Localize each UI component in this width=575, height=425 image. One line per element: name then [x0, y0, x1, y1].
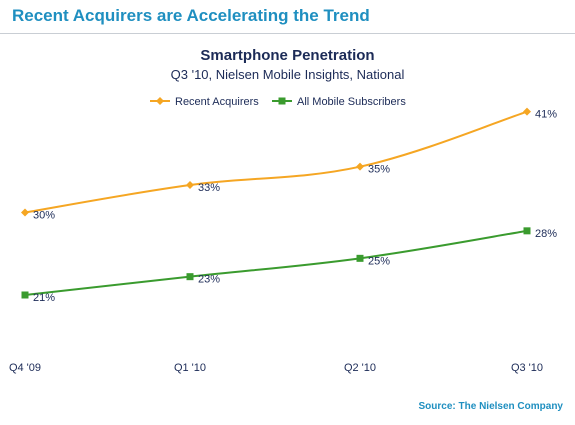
chart-subtitle: Q3 '10, Nielsen Mobile Insights, Nationa… — [170, 67, 405, 82]
data-point-1-2 — [356, 254, 364, 262]
legend-marker-0 — [156, 97, 164, 105]
legend-label-0: Recent Acquirers — [175, 96, 259, 108]
data-point-0-1 — [186, 181, 194, 189]
data-point-0-3 — [523, 107, 531, 116]
x-tick-label-2: Q2 '10 — [344, 362, 376, 374]
source-note: Source: The Nielsen Company — [418, 401, 563, 412]
legend-label-1: All Mobile Subscribers — [297, 96, 406, 108]
data-label-1-3: 28% — [535, 228, 557, 240]
data-label-0-1: 33% — [198, 182, 220, 194]
data-label-1-0: 21% — [33, 292, 55, 304]
data-point-1-3 — [523, 227, 531, 235]
page-headline: Recent Acquirers are Accelerating the Tr… — [12, 6, 370, 25]
data-point-1-0 — [21, 291, 29, 299]
chart-title: Smartphone Penetration — [200, 47, 375, 64]
legend-marker-1 — [278, 97, 286, 105]
header-divider — [0, 33, 575, 34]
series-line-1 — [24, 229, 528, 296]
data-label-1-1: 23% — [198, 274, 220, 286]
data-label-0-0: 30% — [33, 210, 55, 222]
data-point-0-0 — [21, 208, 29, 217]
data-label-0-2: 35% — [368, 164, 390, 176]
data-label-1-2: 25% — [368, 255, 390, 267]
x-tick-label-3: Q3 '10 — [511, 362, 543, 374]
data-label-0-3: 41% — [535, 109, 557, 121]
data-point-0-2 — [356, 162, 364, 171]
x-tick-label-0: Q4 '09 — [9, 362, 41, 374]
x-tick-label-1: Q1 '10 — [174, 362, 206, 374]
data-point-1-1 — [186, 273, 194, 281]
series-line-0 — [24, 110, 528, 214]
